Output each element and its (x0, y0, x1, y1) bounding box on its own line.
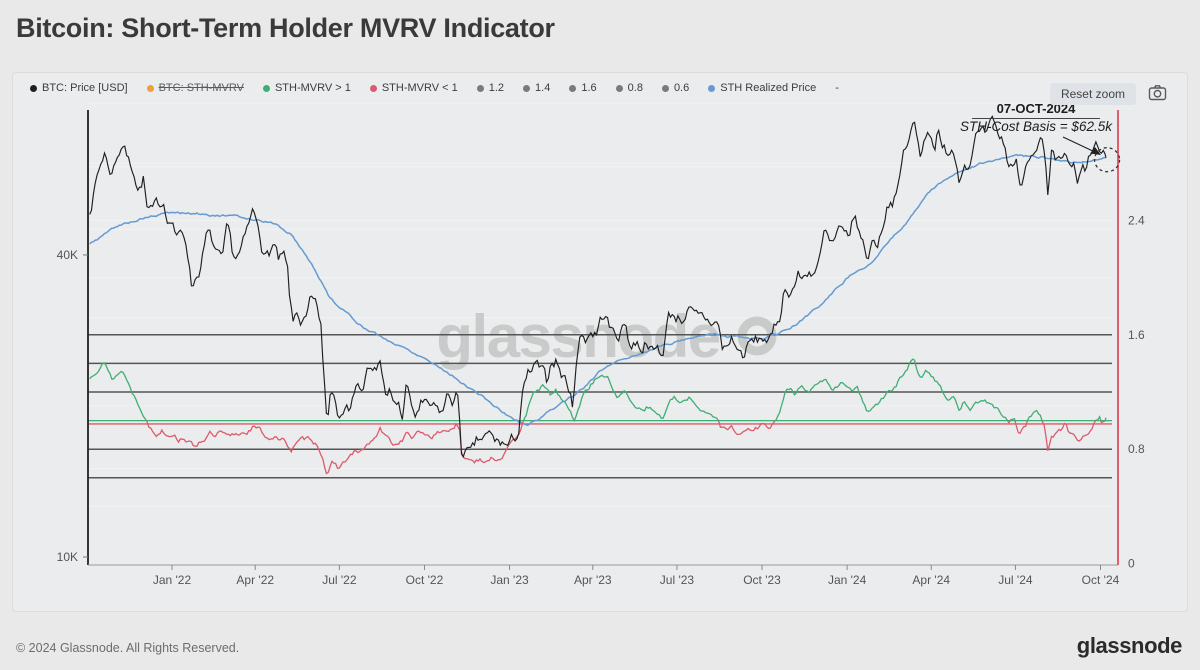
x-tick-label: Oct '22 (406, 573, 444, 587)
legend-item-1-4[interactable]: 1.4 (523, 82, 550, 94)
legend-dot-icon (30, 84, 37, 92)
x-tick-label: Jul '22 (322, 573, 357, 587)
legend-item-label: 0.6 (673, 82, 690, 94)
legend-dot-icon (661, 84, 669, 92)
annotation-arrow (1062, 136, 1098, 154)
x-tick-label: Jul '24 (998, 573, 1033, 587)
legend-item-label: STH Realized Price (720, 82, 817, 94)
legend-item-label: 1.2 (488, 82, 505, 94)
x-tick-label: Jan '22 (153, 573, 192, 587)
legend-dot-icon (708, 84, 716, 92)
legend-dot-icon (476, 84, 484, 92)
legend-item-label: - (835, 82, 839, 94)
btc-price-line (89, 115, 1107, 459)
y-right-tick-label: 0.8 (1128, 442, 1145, 456)
y-left-tick-label: 10K (57, 550, 78, 564)
watermark-mark-icon (737, 316, 777, 356)
chart-legend: BTC: Price [USD] BTC: STH-MVRV STH-MVRV > … (30, 82, 839, 94)
legend-item-btc-price-usd-[interactable]: BTC: Price [USD] (30, 82, 128, 94)
camera-icon[interactable] (1148, 84, 1167, 101)
x-tick-label: Apr '22 (236, 573, 274, 587)
legend-item-label: STH-MVRV > 1 (274, 82, 351, 94)
x-tick-label: Jan '23 (490, 573, 529, 587)
legend-item-label: STH-MVRV < 1 (381, 82, 458, 94)
legend-dot-icon (615, 84, 623, 92)
annotation-text: STH-Cost Basis = $62.5k (960, 119, 1113, 134)
sth-mvrv-below-1-line (145, 420, 1106, 475)
legend-item-label: 1.4 (535, 82, 551, 94)
legend-item-0-6[interactable]: 0.6 (661, 82, 690, 94)
y-right-tick-label: 2.4 (1128, 213, 1145, 227)
legend-item-sth-mvrv-1[interactable]: STH-MVRV < 1 (369, 82, 458, 94)
y-left-tick-label: 40K (57, 248, 78, 262)
y-right-tick-label: 1.6 (1128, 328, 1145, 342)
page-title: Bitcoin: Short-Term Holder MVRV Indicato… (16, 13, 555, 43)
watermark-glassnode: glassnode (436, 303, 719, 370)
legend-item-sth-realized-price[interactable]: STH Realized Price (708, 82, 816, 94)
reset-zoom-button[interactable]: Reset zoom (1049, 83, 1136, 105)
x-tick-label: Apr '24 (912, 573, 950, 587)
legend-item-1-6[interactable]: 1.6 (569, 82, 597, 94)
legend-dot-icon (523, 84, 531, 92)
legend-item-label: 1.6 (581, 82, 597, 94)
x-tick-label: Jan '24 (828, 573, 867, 587)
legend-item--[interactable]: - (835, 82, 839, 94)
x-tick-label: Oct '24 (1082, 573, 1120, 587)
x-tick-label: Oct '23 (743, 573, 781, 587)
legend-item-label: BTC: STH-MVRV (158, 82, 244, 94)
legend-dot-icon (146, 84, 154, 92)
legend-dot-icon (569, 84, 577, 92)
x-tick-label: Jul '23 (660, 573, 695, 587)
annotation-arrowhead (1090, 147, 1101, 155)
sth-mvrv-above-1-line (89, 358, 1107, 421)
x-tick-label: Apr '23 (574, 573, 612, 587)
legend-item-1-2[interactable]: 1.2 (476, 82, 505, 94)
current-point-marker (1093, 147, 1121, 173)
legend-item-label: BTC: Price [USD] (42, 82, 128, 94)
sth-realized-price-line (89, 153, 1107, 426)
y-right-tick-label: 0 (1128, 557, 1135, 571)
copyright-text: © 2024 Glassnode. All Rights Reserved. (16, 641, 240, 655)
legend-dot-icon (369, 84, 377, 92)
legend-item-label: 0.8 (627, 82, 643, 94)
legend-item-sth-mvrv-1[interactable]: STH-MVRV > 1 (262, 82, 351, 94)
legend-item-btc-sth-mvrv[interactable]: BTC: STH-MVRV (146, 82, 244, 94)
glassnode-logo[interactable]: glassnode (1076, 633, 1183, 658)
legend-dot-icon (262, 84, 270, 92)
legend-item-0-8[interactable]: 0.8 (615, 82, 643, 94)
